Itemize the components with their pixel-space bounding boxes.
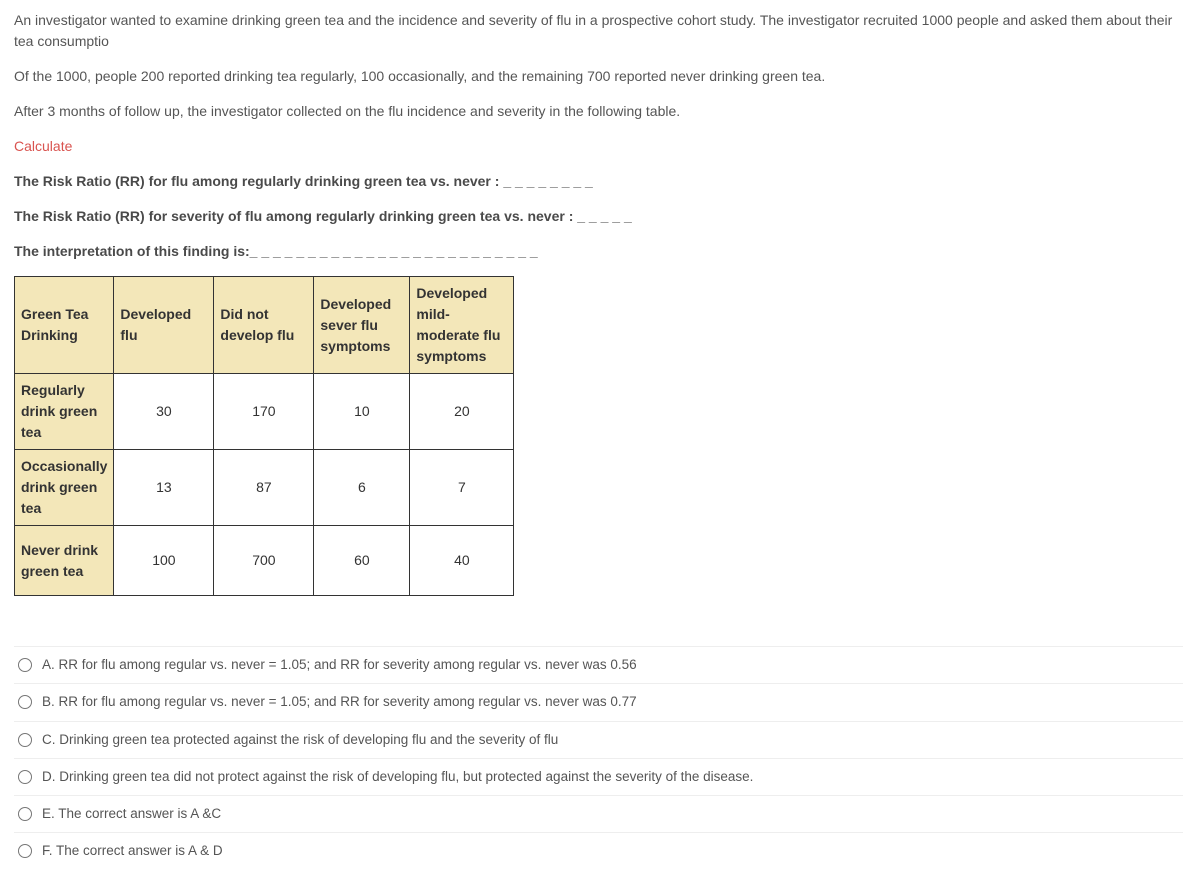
table-row: Regularly drink green tea 30 170 10 20: [15, 374, 514, 450]
option-a-label: A. RR for flu among regular vs. never = …: [42, 655, 637, 675]
option-c[interactable]: C. Drinking green tea protected against …: [14, 721, 1183, 758]
radio-c[interactable]: [18, 733, 32, 747]
cell: 13: [114, 450, 214, 526]
question-paragraph-3: After 3 months of follow up, the investi…: [14, 101, 1183, 122]
radio-d[interactable]: [18, 770, 32, 784]
option-e-label: E. The correct answer is A &C: [42, 804, 221, 824]
col-header-3: Developed sever flu symptoms: [314, 277, 410, 374]
table-row: Occasionally drink green tea 13 87 6 7: [15, 450, 514, 526]
radio-f[interactable]: [18, 844, 32, 858]
option-f[interactable]: F. The correct answer is A & D: [14, 832, 1183, 869]
row-label: Occasionally drink green tea: [15, 450, 114, 526]
cell: 20: [410, 374, 514, 450]
answer-options: A. RR for flu among regular vs. never = …: [14, 646, 1183, 870]
question-rr-flu: The Risk Ratio (RR) for flu among regula…: [14, 171, 1183, 192]
cell: 10: [314, 374, 410, 450]
option-d-label: D. Drinking green tea did not protect ag…: [42, 767, 753, 787]
row-label: Never drink green tea: [15, 526, 114, 596]
col-header-4: Developed mild-moderate flu symptoms: [410, 277, 514, 374]
table-row: Never drink green tea 100 700 60 40: [15, 526, 514, 596]
option-e[interactable]: E. The correct answer is A &C: [14, 795, 1183, 832]
cell: 100: [114, 526, 214, 596]
option-b-label: B. RR for flu among regular vs. never = …: [42, 692, 637, 712]
option-f-label: F. The correct answer is A & D: [42, 841, 223, 861]
col-header-1: Developed flu: [114, 277, 214, 374]
radio-a[interactable]: [18, 658, 32, 672]
option-a[interactable]: A. RR for flu among regular vs. never = …: [14, 646, 1183, 683]
radio-e[interactable]: [18, 807, 32, 821]
col-header-0: Green Tea Drinking: [15, 277, 114, 374]
option-d[interactable]: D. Drinking green tea did not protect ag…: [14, 758, 1183, 795]
cell: 7: [410, 450, 514, 526]
calculate-label: Calculate: [14, 136, 1183, 157]
row-label: Regularly drink green tea: [15, 374, 114, 450]
question-paragraph-1: An investigator wanted to examine drinki…: [14, 10, 1183, 52]
radio-b[interactable]: [18, 695, 32, 709]
col-header-2: Did not develop flu: [214, 277, 314, 374]
cell: 30: [114, 374, 214, 450]
data-table: Green Tea Drinking Developed flu Did not…: [14, 276, 514, 596]
cell: 170: [214, 374, 314, 450]
option-b[interactable]: B. RR for flu among regular vs. never = …: [14, 683, 1183, 720]
cell: 87: [214, 450, 314, 526]
cell: 700: [214, 526, 314, 596]
cell: 40: [410, 526, 514, 596]
table-header-row: Green Tea Drinking Developed flu Did not…: [15, 277, 514, 374]
cell: 6: [314, 450, 410, 526]
option-c-label: C. Drinking green tea protected against …: [42, 730, 558, 750]
cell: 60: [314, 526, 410, 596]
question-interpretation: The interpretation of this finding is:_ …: [14, 241, 1183, 262]
question-rr-severity: The Risk Ratio (RR) for severity of flu …: [14, 206, 1183, 227]
question-paragraph-2: Of the 1000, people 200 reported drinkin…: [14, 66, 1183, 87]
